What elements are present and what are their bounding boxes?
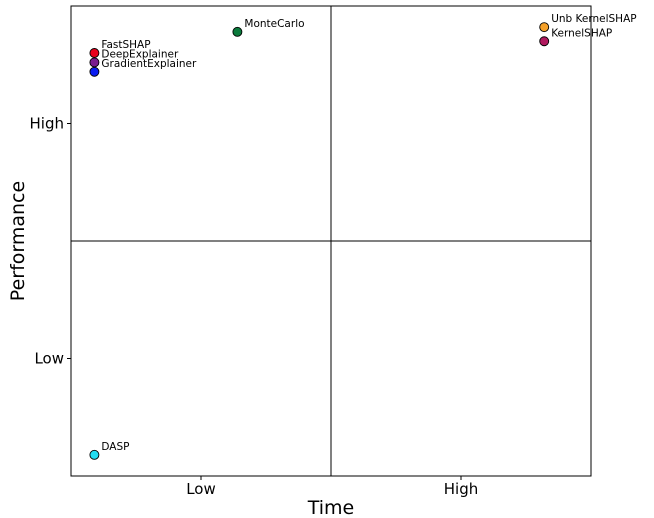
x-axis-label: Time: [307, 497, 355, 518]
x-tick-label: High: [444, 480, 478, 498]
x-axis-ticks: Low High: [186, 476, 478, 498]
data-point: [89, 449, 100, 460]
y-axis-ticks: Low High: [30, 115, 71, 368]
data-point-label: Unb KernelSHAP: [551, 13, 636, 25]
y-tick-label: Low: [34, 350, 64, 368]
data-point: [539, 22, 550, 33]
x-tick-label: Low: [186, 480, 216, 498]
data-point: [89, 57, 100, 68]
data-point-label: MonteCarlo: [244, 18, 304, 30]
data-point: [539, 36, 550, 47]
data-point-label: DeepExplainer: [101, 48, 179, 60]
data-point-label: GradientExplainer: [101, 58, 197, 70]
y-axis-label: Performance: [7, 181, 29, 301]
data-point-label: FastSHAP: [101, 39, 150, 51]
data-point: [89, 48, 100, 58]
y-tick-label: High: [30, 115, 64, 133]
data-point-label: KernelSHAP: [551, 27, 612, 39]
data-point-label: DASP: [101, 441, 129, 453]
data-point: [232, 26, 243, 37]
data-point: [89, 66, 100, 77]
plot-area: [70, 5, 592, 477]
